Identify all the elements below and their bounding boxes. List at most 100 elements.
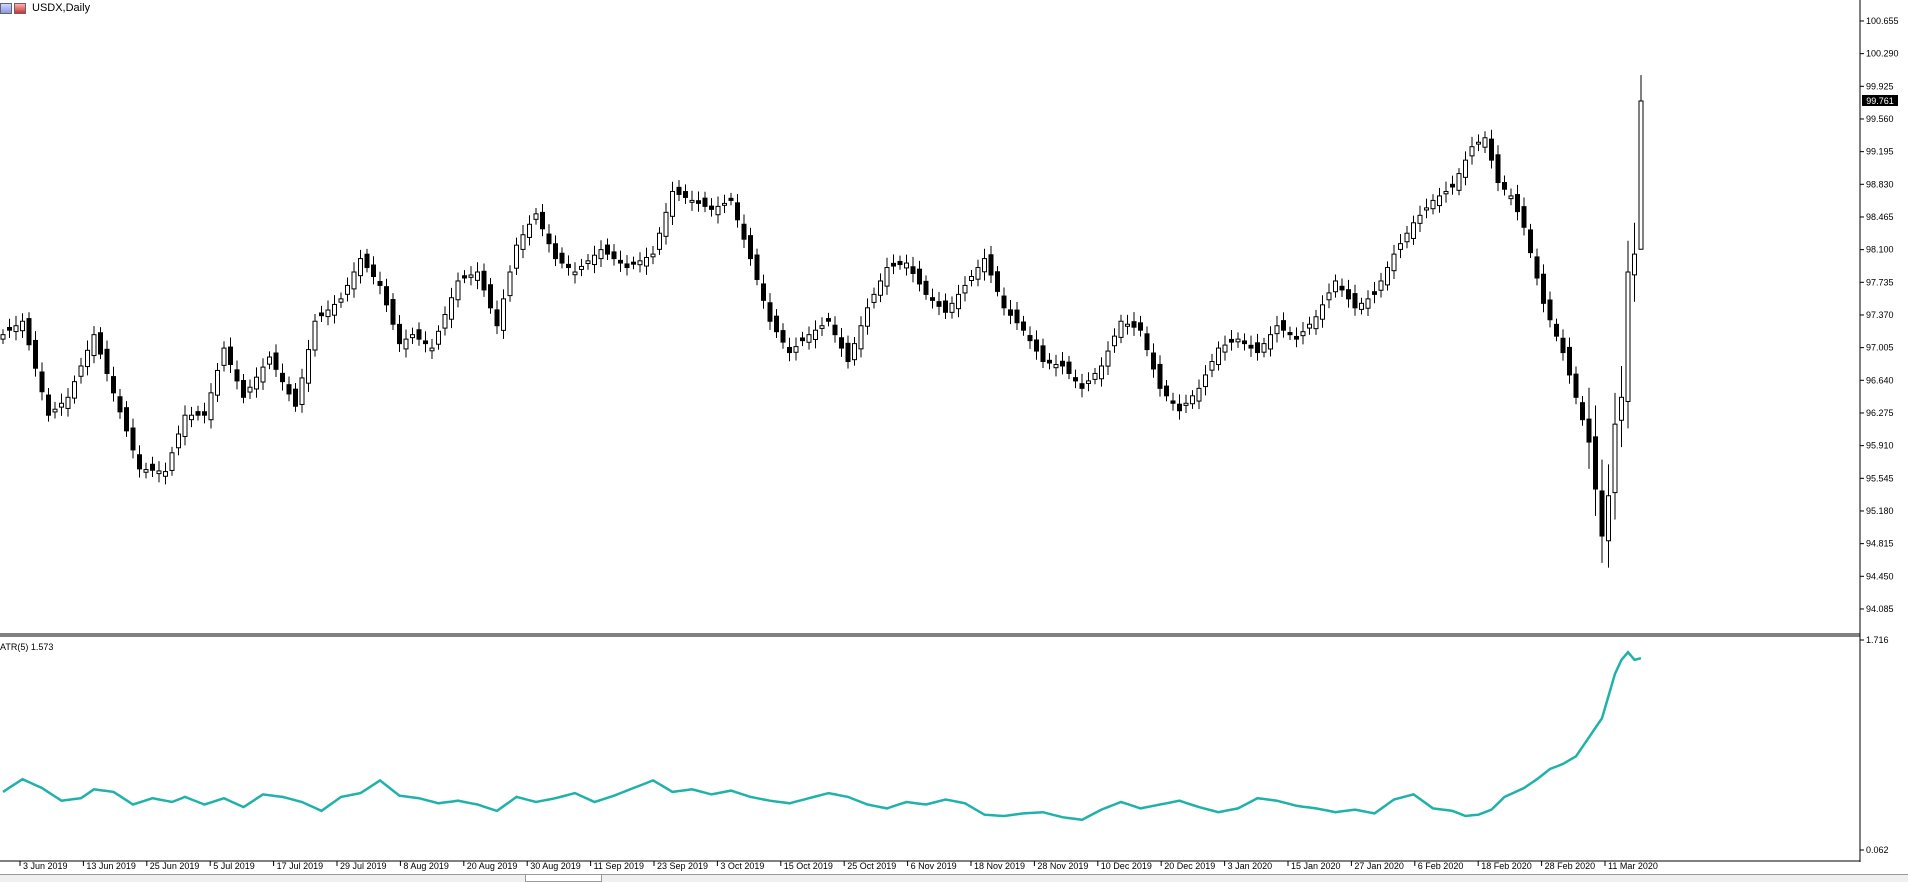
candle-bull (52, 408, 58, 413)
candle-bear (780, 330, 786, 343)
candle-bear (702, 197, 708, 207)
candle-bull (410, 334, 415, 339)
candle-bull (338, 298, 344, 303)
price-tick-label: 97.370 (1866, 310, 1894, 320)
candle-bull (0, 334, 6, 340)
candle-bear (1138, 322, 1143, 331)
atr-tick-label: 1.716 (1866, 635, 1889, 645)
candle-bear (1450, 183, 1455, 188)
candle-bear (1541, 273, 1546, 304)
price-tick-label: 96.275 (1866, 408, 1894, 418)
candle-bull (949, 302, 955, 313)
candle-bear (826, 318, 831, 322)
candle-bear (910, 266, 916, 275)
candle-bull (1125, 323, 1130, 327)
candle-bear (1521, 206, 1527, 228)
candle-bear (741, 223, 747, 240)
candle-bull (1268, 334, 1273, 350)
time-tick-label: 5 Jul 2019 (213, 861, 255, 871)
candle-bull (442, 314, 448, 329)
candle-bull (1606, 495, 1611, 542)
candle-bear (1547, 299, 1553, 321)
candle-bull (1508, 195, 1514, 200)
candle-bear (234, 369, 240, 382)
current-price-label: 99.761 (1862, 94, 1898, 106)
candle-bull (1326, 292, 1332, 301)
candle-bear (1248, 344, 1254, 349)
candle-bull (644, 256, 649, 267)
price-tick-label: 95.180 (1866, 506, 1894, 516)
candle-bull (189, 414, 194, 421)
price-tick-label: 95.910 (1866, 441, 1894, 451)
candle-bull (1261, 343, 1267, 353)
candle-bear (377, 281, 383, 286)
candle-bear (241, 380, 246, 398)
candle-bear (618, 259, 623, 264)
candle-bull (1430, 199, 1436, 210)
chart-window-icon[interactable] (0, 2, 12, 14)
candle-bear (1580, 402, 1585, 421)
candle-bear (624, 263, 630, 269)
candle-bear (364, 253, 370, 269)
time-tick-label: 28 Nov 2019 (1037, 861, 1088, 871)
chart-symbol-icon[interactable] (14, 2, 26, 14)
candle-bear (936, 301, 942, 307)
candle-bull (332, 303, 337, 316)
candle-bull (429, 347, 435, 352)
candle-bear (832, 324, 838, 336)
candle-bear (1593, 436, 1598, 490)
candle-bear (1131, 321, 1137, 328)
candle-bull (1443, 190, 1449, 195)
candle-bear (1372, 291, 1377, 295)
candle-bear (1554, 323, 1559, 337)
candle-bull (436, 330, 441, 345)
candle-bear (1560, 337, 1566, 354)
candle-bull (1196, 387, 1202, 402)
candle-bull (85, 349, 90, 368)
candle-bear (7, 327, 12, 331)
candle-bull (852, 343, 857, 361)
candle-bull (143, 469, 149, 473)
candle-bull (722, 202, 727, 206)
candle-bear (988, 254, 994, 276)
time-tick-label: 15 Oct 2019 (784, 861, 833, 871)
candle-bear (371, 264, 376, 277)
candle-bull (78, 365, 84, 377)
candle-bear (1027, 335, 1033, 342)
candle-bull (793, 346, 799, 353)
candle-bear (566, 263, 571, 269)
price-tick-label: 100.655 (1866, 16, 1899, 26)
price-tick-label: 97.735 (1866, 277, 1894, 287)
candle-bull (455, 280, 461, 301)
candle-bear (1586, 418, 1592, 443)
candle-bear (897, 260, 903, 266)
atr-axis: 1.716 0.062 (1860, 635, 1889, 855)
candle-bull (1469, 146, 1475, 157)
candle-bear (1034, 339, 1039, 352)
candle-bull (1612, 423, 1618, 494)
candle-bull (1463, 159, 1468, 178)
candle-bear (1170, 400, 1176, 404)
time-axis: 3 Jun 2019 13 Jun 2019 25 Jun 2019 5 Jul 20… (19, 861, 1658, 871)
price-tick-label: 100.290 (1866, 49, 1899, 59)
candle-bear (631, 261, 636, 265)
time-tick-label: 30 Aug 2019 (530, 861, 581, 871)
time-tick-label: 20 Aug 2019 (467, 861, 518, 871)
candle-bull (1086, 380, 1091, 384)
time-tick-label: 11 Mar 2020 (1608, 861, 1658, 871)
candle-bear (1495, 154, 1501, 184)
candle-bull (13, 325, 19, 333)
candle-bull (1365, 298, 1371, 309)
candle-bull (715, 205, 721, 216)
candle-bear (735, 202, 740, 221)
candle-bear (1066, 361, 1072, 374)
candle-bull (1300, 331, 1306, 337)
candle-bear (46, 394, 51, 416)
candle-bull (865, 307, 870, 327)
time-tick-label: 6 Nov 2019 (911, 861, 957, 871)
candle-bull (20, 320, 25, 332)
candle-bear (1177, 403, 1182, 412)
candle-bear (390, 298, 396, 325)
